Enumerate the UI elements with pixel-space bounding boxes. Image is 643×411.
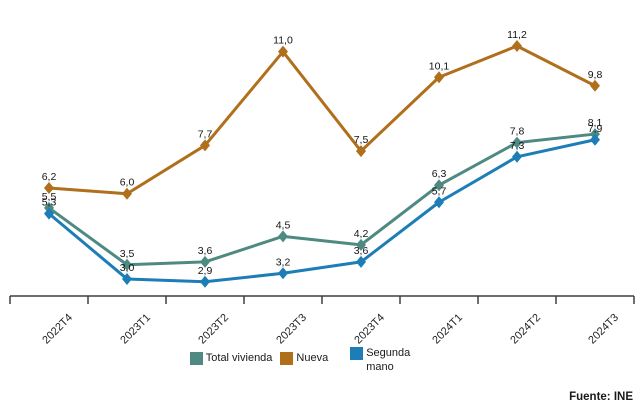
data-point: [122, 258, 132, 271]
data-label: 11,0: [273, 35, 293, 47]
data-point: [200, 139, 210, 152]
legend-label-nueva: Nueva: [296, 352, 329, 364]
data-label: 7,7: [198, 128, 213, 140]
data-point: [590, 79, 600, 92]
data-point: [200, 255, 210, 268]
data-label: 10,1: [429, 60, 450, 72]
legend-item-nueva: Nueva: [280, 352, 328, 365]
data-point: [356, 238, 366, 251]
data-label: 5,7: [432, 185, 447, 197]
data-label: 6,3: [432, 168, 447, 180]
data-label: 4,2: [354, 228, 369, 240]
x-axis-label: 2023T1: [118, 312, 153, 345]
x-axis-label: 2023T2: [196, 312, 231, 345]
data-label: 5,3: [42, 197, 57, 209]
source-note: Fuente: INE: [569, 391, 633, 403]
data-point: [356, 255, 366, 268]
x-axis-label: 2024T3: [586, 312, 621, 345]
data-label: 7,5: [354, 134, 369, 146]
data-label: 4,5: [276, 219, 291, 231]
data-point: [590, 133, 600, 146]
legend-swatch-segunda-mano: [350, 347, 364, 360]
legend-swatch-total-vivienda: [189, 352, 203, 365]
x-axis-label: 2023T3: [274, 312, 309, 345]
series-line-0: [47, 132, 597, 267]
data-point: [434, 196, 444, 209]
data-label: 7,9: [588, 123, 603, 135]
data-point: [434, 71, 444, 84]
series-line-2: [47, 138, 597, 284]
line-chart: 2022T4 2023T1 2023T2 2023T3 2023T4 2024T1 2024…: [9, 29, 635, 345]
data-point: [278, 230, 288, 243]
data-point: [122, 272, 132, 285]
legend-item-total-vivienda: Total vivienda: [189, 352, 273, 365]
data-point: [512, 150, 522, 163]
data-point: [434, 179, 444, 192]
data-label: 3,0: [120, 262, 135, 274]
series-line-1: [47, 44, 597, 196]
data-label: 3,6: [354, 245, 369, 257]
data-point: [200, 275, 210, 288]
x-axis-label: 2022T4: [40, 312, 75, 345]
data-point: [512, 40, 522, 52]
data-label: 9,8: [588, 69, 603, 81]
data-point: [278, 267, 288, 280]
x-axis-label: 2023T4: [352, 312, 387, 345]
data-point: [122, 187, 132, 200]
x-axis-label: 2024T1: [430, 312, 465, 345]
legend-swatch-nueva: [280, 352, 294, 365]
chart-legend: Total vivienda Nueva Segunda mano: [0, 347, 610, 375]
x-axis-label: 2024T2: [508, 312, 543, 345]
data-label: 5,5: [42, 191, 57, 203]
data-label: 2,9: [198, 265, 213, 277]
legend-label-segunda-mano: Segunda mano: [366, 347, 411, 373]
data-point: [512, 136, 522, 149]
data-point: [278, 45, 288, 58]
data-label: 7,3: [510, 140, 525, 152]
data-label: 3,6: [198, 245, 213, 257]
data-label: 6,0: [120, 177, 135, 189]
data-label: 3,5: [120, 248, 135, 260]
data-label: 8,1: [588, 117, 603, 129]
data-label: 7,8: [510, 126, 525, 138]
data-point: [44, 182, 54, 195]
data-label: 3,2: [276, 256, 291, 268]
legend-label-total-vivienda: Total vivienda: [205, 352, 273, 364]
data-label: 6,2: [42, 171, 57, 183]
data-label: 11,2: [507, 29, 527, 41]
data-point: [44, 207, 54, 220]
legend-item-segunda-mano: Segunda mano: [350, 347, 420, 375]
data-point: [356, 145, 366, 158]
